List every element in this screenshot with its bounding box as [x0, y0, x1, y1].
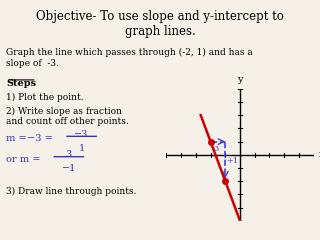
Text: −3: −3 [75, 130, 89, 138]
Text: or m =: or m = [6, 155, 44, 164]
Text: Steps: Steps [6, 79, 36, 88]
Text: y: y [237, 75, 243, 84]
Text: 3) Draw line through points.: 3) Draw line through points. [6, 187, 137, 196]
Text: −1: −1 [62, 164, 76, 173]
Text: 1: 1 [78, 144, 85, 153]
Text: 2) Write slope as fraction
and count off other points.: 2) Write slope as fraction and count off… [6, 107, 129, 126]
Text: -3: -3 [212, 145, 220, 153]
Text: Objective- To use slope and y-intercept to
graph lines.: Objective- To use slope and y-intercept … [36, 10, 284, 38]
Text: Graph the line which passes through (-2, 1) and has a
slope of  -3.: Graph the line which passes through (-2,… [6, 48, 253, 67]
Text: 3: 3 [66, 150, 72, 159]
Text: 1) Plot the point.: 1) Plot the point. [6, 92, 84, 102]
Text: +1: +1 [227, 157, 239, 165]
Text: m =: m = [6, 134, 30, 144]
Text: −3 =: −3 = [24, 134, 56, 144]
Text: x: x [319, 150, 320, 159]
